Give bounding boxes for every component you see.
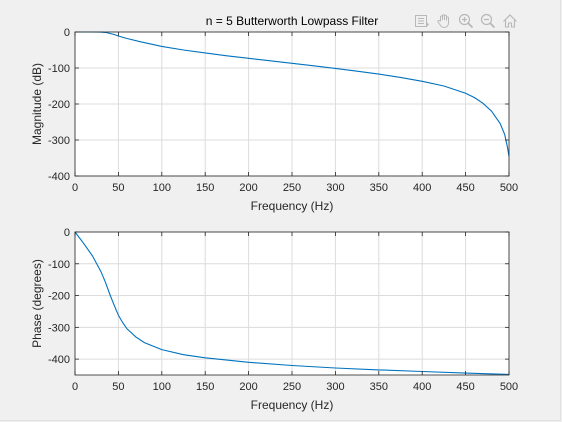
axes1-x-tick-label: 0 xyxy=(72,182,78,194)
axes2-x-tick-label: 350 xyxy=(370,381,388,393)
axes-toolbar xyxy=(412,11,520,31)
axes1-y-tick-label: -200 xyxy=(48,99,70,111)
axes1-y-tick-label: -400 xyxy=(48,171,70,183)
axes1-x-tick-label: 200 xyxy=(239,182,257,194)
axes2-y-tick-label: 0 xyxy=(64,227,70,239)
axes1-x-tick-label: 350 xyxy=(370,182,388,194)
axes2-x-tick-label: 0 xyxy=(72,381,78,393)
axes2-x-tick-label: 400 xyxy=(413,381,431,393)
axes1-title: n = 5 Butterworth Lowpass Filter xyxy=(206,14,378,28)
axes2-x-tick-label: 100 xyxy=(153,381,171,393)
axes2-y-tick-label: -300 xyxy=(48,322,70,334)
axes1-y-tick-label: 0 xyxy=(64,27,70,39)
data-tips-icon[interactable] xyxy=(412,11,432,31)
axes1-series-line xyxy=(75,31,510,157)
axes1-x-tick-label: 150 xyxy=(196,182,214,194)
axes2-x-tick-label: 450 xyxy=(456,381,474,393)
axes2-y-tick-label: -400 xyxy=(48,354,70,366)
axes1-x-tick-label: 500 xyxy=(500,182,518,194)
axes1-y-tick-label: -300 xyxy=(48,135,70,147)
pan-hand-icon[interactable] xyxy=(434,11,454,31)
axes2-x-tick-label: 500 xyxy=(500,381,518,393)
zoom-in-icon[interactable] xyxy=(456,11,476,31)
axes2-y-tick-label: -100 xyxy=(48,259,70,271)
axes2-series-line xyxy=(74,231,510,375)
zoom-out-icon[interactable] xyxy=(478,11,498,31)
axes2-y-axis-label: Phase (degrees) xyxy=(30,259,44,348)
axes1-x-tick-label: 450 xyxy=(456,182,474,194)
axes2-x-tick-label: 150 xyxy=(196,381,214,393)
axes1-x-tick-label: 300 xyxy=(326,182,344,194)
axes2-x-tick-label: 250 xyxy=(283,381,301,393)
axes1-x-tick-label: 400 xyxy=(413,182,431,194)
axes1-x-axis-label: Frequency (Hz) xyxy=(251,199,334,213)
axes1-y-axis-label: Magnitude (dB) xyxy=(30,63,44,145)
axes1-x-tick-label: 250 xyxy=(283,182,301,194)
axes2-x-tick-label: 200 xyxy=(239,381,257,393)
axes2-x-axis-label: Frequency (Hz) xyxy=(251,398,334,412)
axes1-x-tick-label: 100 xyxy=(153,182,171,194)
axes2-x-tick-label: 300 xyxy=(326,381,344,393)
restore-view-home-icon[interactable] xyxy=(500,11,520,31)
axes1-x-tick-label: 50 xyxy=(112,182,124,194)
axes2-x-tick-label: 50 xyxy=(112,381,124,393)
axes1-y-tick-label: -100 xyxy=(48,63,70,75)
axes2-y-tick-label: -200 xyxy=(48,291,70,303)
